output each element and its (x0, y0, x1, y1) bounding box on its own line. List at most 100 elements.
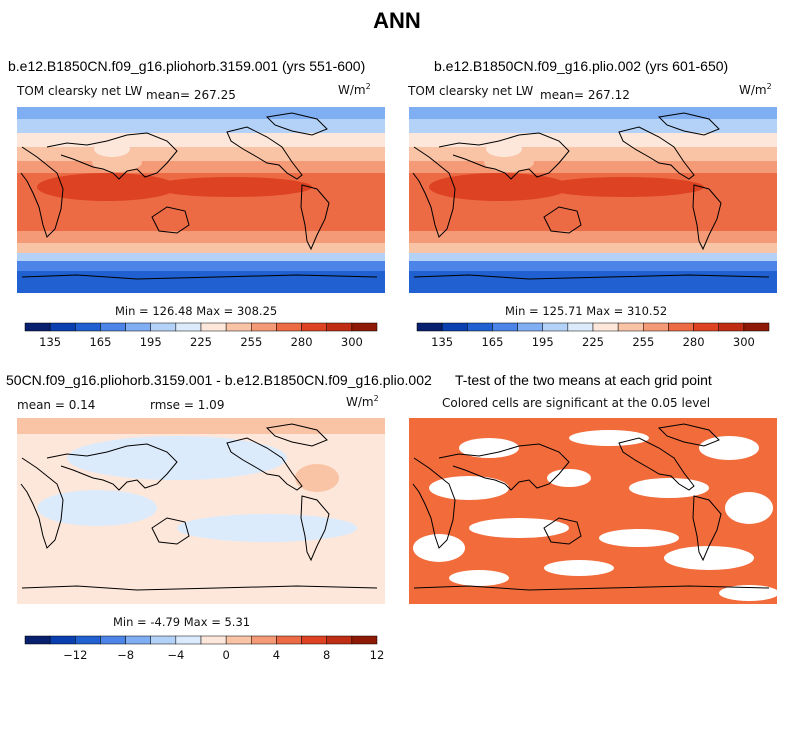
band-south-cool (409, 253, 777, 261)
panel1-stats: Min = 126.48 Max = 308.25 (115, 304, 278, 318)
colorbar-cell (301, 322, 327, 332)
colorbar-cell (743, 322, 770, 332)
colorbar-tick-label: −4 (167, 648, 184, 662)
hot-spot-pacific (544, 177, 704, 197)
panel2-variable: TOM clearsky net LW (408, 84, 534, 98)
colorbar-cell (251, 322, 277, 332)
colorbar-cell (301, 635, 327, 645)
desert-region (484, 152, 534, 172)
band-subtrop-n2 (17, 161, 385, 173)
colorbar-cell (175, 322, 202, 332)
colorbar-cell (542, 322, 569, 332)
panel2-title: b.e12.B1850CN.f09_g16.plio.002 (yrs 601-… (434, 58, 729, 74)
colorbar-ticks: −12 −8 −4 0 4 8 12 (63, 648, 384, 662)
colorbar-cell (75, 322, 101, 332)
colorbar-tick-label: 165 (481, 335, 503, 349)
colorbar-cell (441, 322, 468, 332)
colorbar-tick-label: 12 (370, 648, 385, 662)
panel2-units: W/m2 (739, 82, 772, 97)
band-antarctic (17, 271, 385, 293)
colorbar-cell (125, 635, 151, 645)
colorbar-cell (200, 635, 227, 645)
band-subtrop-n2 (409, 161, 777, 173)
diff-pacific-cool (177, 514, 357, 542)
panel3-units: W/m2 (346, 394, 379, 409)
band-south-mild (409, 243, 777, 253)
band-subtrop-s (409, 231, 777, 243)
colorbar-cell (467, 322, 493, 332)
coastlines (20, 112, 378, 280)
hot-spot-indian (429, 173, 569, 201)
colorbar-tick-label: 280 (683, 335, 705, 349)
coastlines (412, 423, 770, 591)
colorbar-tick-label: 300 (733, 335, 755, 349)
colorbar-cell (326, 635, 353, 645)
colorbar-tick-label: 135 (431, 335, 453, 349)
coastlines (412, 112, 770, 280)
colorbar-cell (351, 635, 378, 645)
panel2-stats: Min = 125.71 Max = 310.52 (505, 304, 668, 318)
panel3-colorbar: −12 −8 −4 0 4 8 12 (24, 635, 384, 662)
colorbar-cell (617, 322, 644, 332)
colorbar-cell (49, 635, 76, 645)
nonsignificant-areas (413, 430, 777, 601)
colorbar-cell (225, 322, 252, 332)
tibet-region (94, 141, 130, 157)
colorbar-tick-label: 195 (140, 335, 162, 349)
band-south-mild (17, 243, 385, 253)
panel1-title: b.e12.B1850CN.f09_g16.pliohorb.3159.001 … (8, 58, 366, 74)
colorbar-cell (49, 322, 76, 332)
colorbar-cell (668, 322, 694, 332)
colorbar-cell (200, 322, 227, 332)
desert-region (92, 152, 142, 172)
panel3-map (17, 418, 385, 604)
colorbar-cell (24, 322, 51, 332)
colorbar-cells (416, 322, 770, 332)
colorbar-cell (276, 635, 302, 645)
colorbar-tick-label: 195 (532, 335, 554, 349)
panel1-units: W/m2 (338, 82, 371, 97)
colorbar-cell (492, 322, 518, 332)
panel1-map (17, 107, 385, 293)
colorbar-cell (225, 635, 252, 645)
band-subtrop-s (17, 231, 385, 243)
panel3-title: 50CN.f09_g16.pliohorb.3159.001 - b.e12.B… (6, 372, 432, 388)
colorbar-cell (251, 635, 277, 645)
colorbar-tick-label: 300 (341, 335, 363, 349)
colorbar-cells (24, 322, 378, 332)
panel4-subtitle: Colored cells are significant at the 0.0… (442, 396, 711, 410)
colorbar-tick-label: 225 (582, 335, 604, 349)
band-north-cold (17, 107, 385, 119)
colorbar-tick-label: −12 (63, 648, 87, 662)
colorbar-tick-label: 4 (273, 648, 280, 662)
colorbar-tick-label: 8 (323, 648, 330, 662)
colorbar-cell (416, 322, 443, 332)
band-north-cool (409, 119, 777, 133)
colorbar-cell (150, 322, 177, 332)
colorbar-cell (100, 322, 126, 332)
colorbar-cell (100, 635, 126, 645)
panel2-mean: mean= 267.12 (540, 88, 630, 102)
colorbar-cell (351, 322, 378, 332)
band-north-cool (17, 119, 385, 133)
hot-spot-indian (37, 173, 177, 201)
colorbar-tick-label: 255 (240, 335, 262, 349)
colorbar-cell (718, 322, 745, 332)
colorbar-cell (24, 635, 51, 645)
panel3-rmse: rmse = 1.09 (150, 398, 225, 412)
band-north-mild (409, 133, 777, 147)
band-antarctic (409, 271, 777, 293)
colorbar-ticks: 135 165 195 225 255 280 300 (431, 335, 755, 349)
band-south-cold (409, 261, 777, 271)
panel1-mean: mean= 267.25 (146, 88, 236, 102)
hot-spot-pacific (152, 177, 312, 197)
colorbar-tick-label: 135 (39, 335, 61, 349)
panel4-map (409, 418, 777, 604)
colorbar-cell (175, 635, 202, 645)
colorbar-cell (150, 635, 177, 645)
band-north-mild (17, 133, 385, 147)
figure-title: ANN (373, 8, 421, 33)
coastlines (20, 423, 378, 591)
colorbar-cell (643, 322, 669, 332)
band-south-cold (17, 261, 385, 271)
